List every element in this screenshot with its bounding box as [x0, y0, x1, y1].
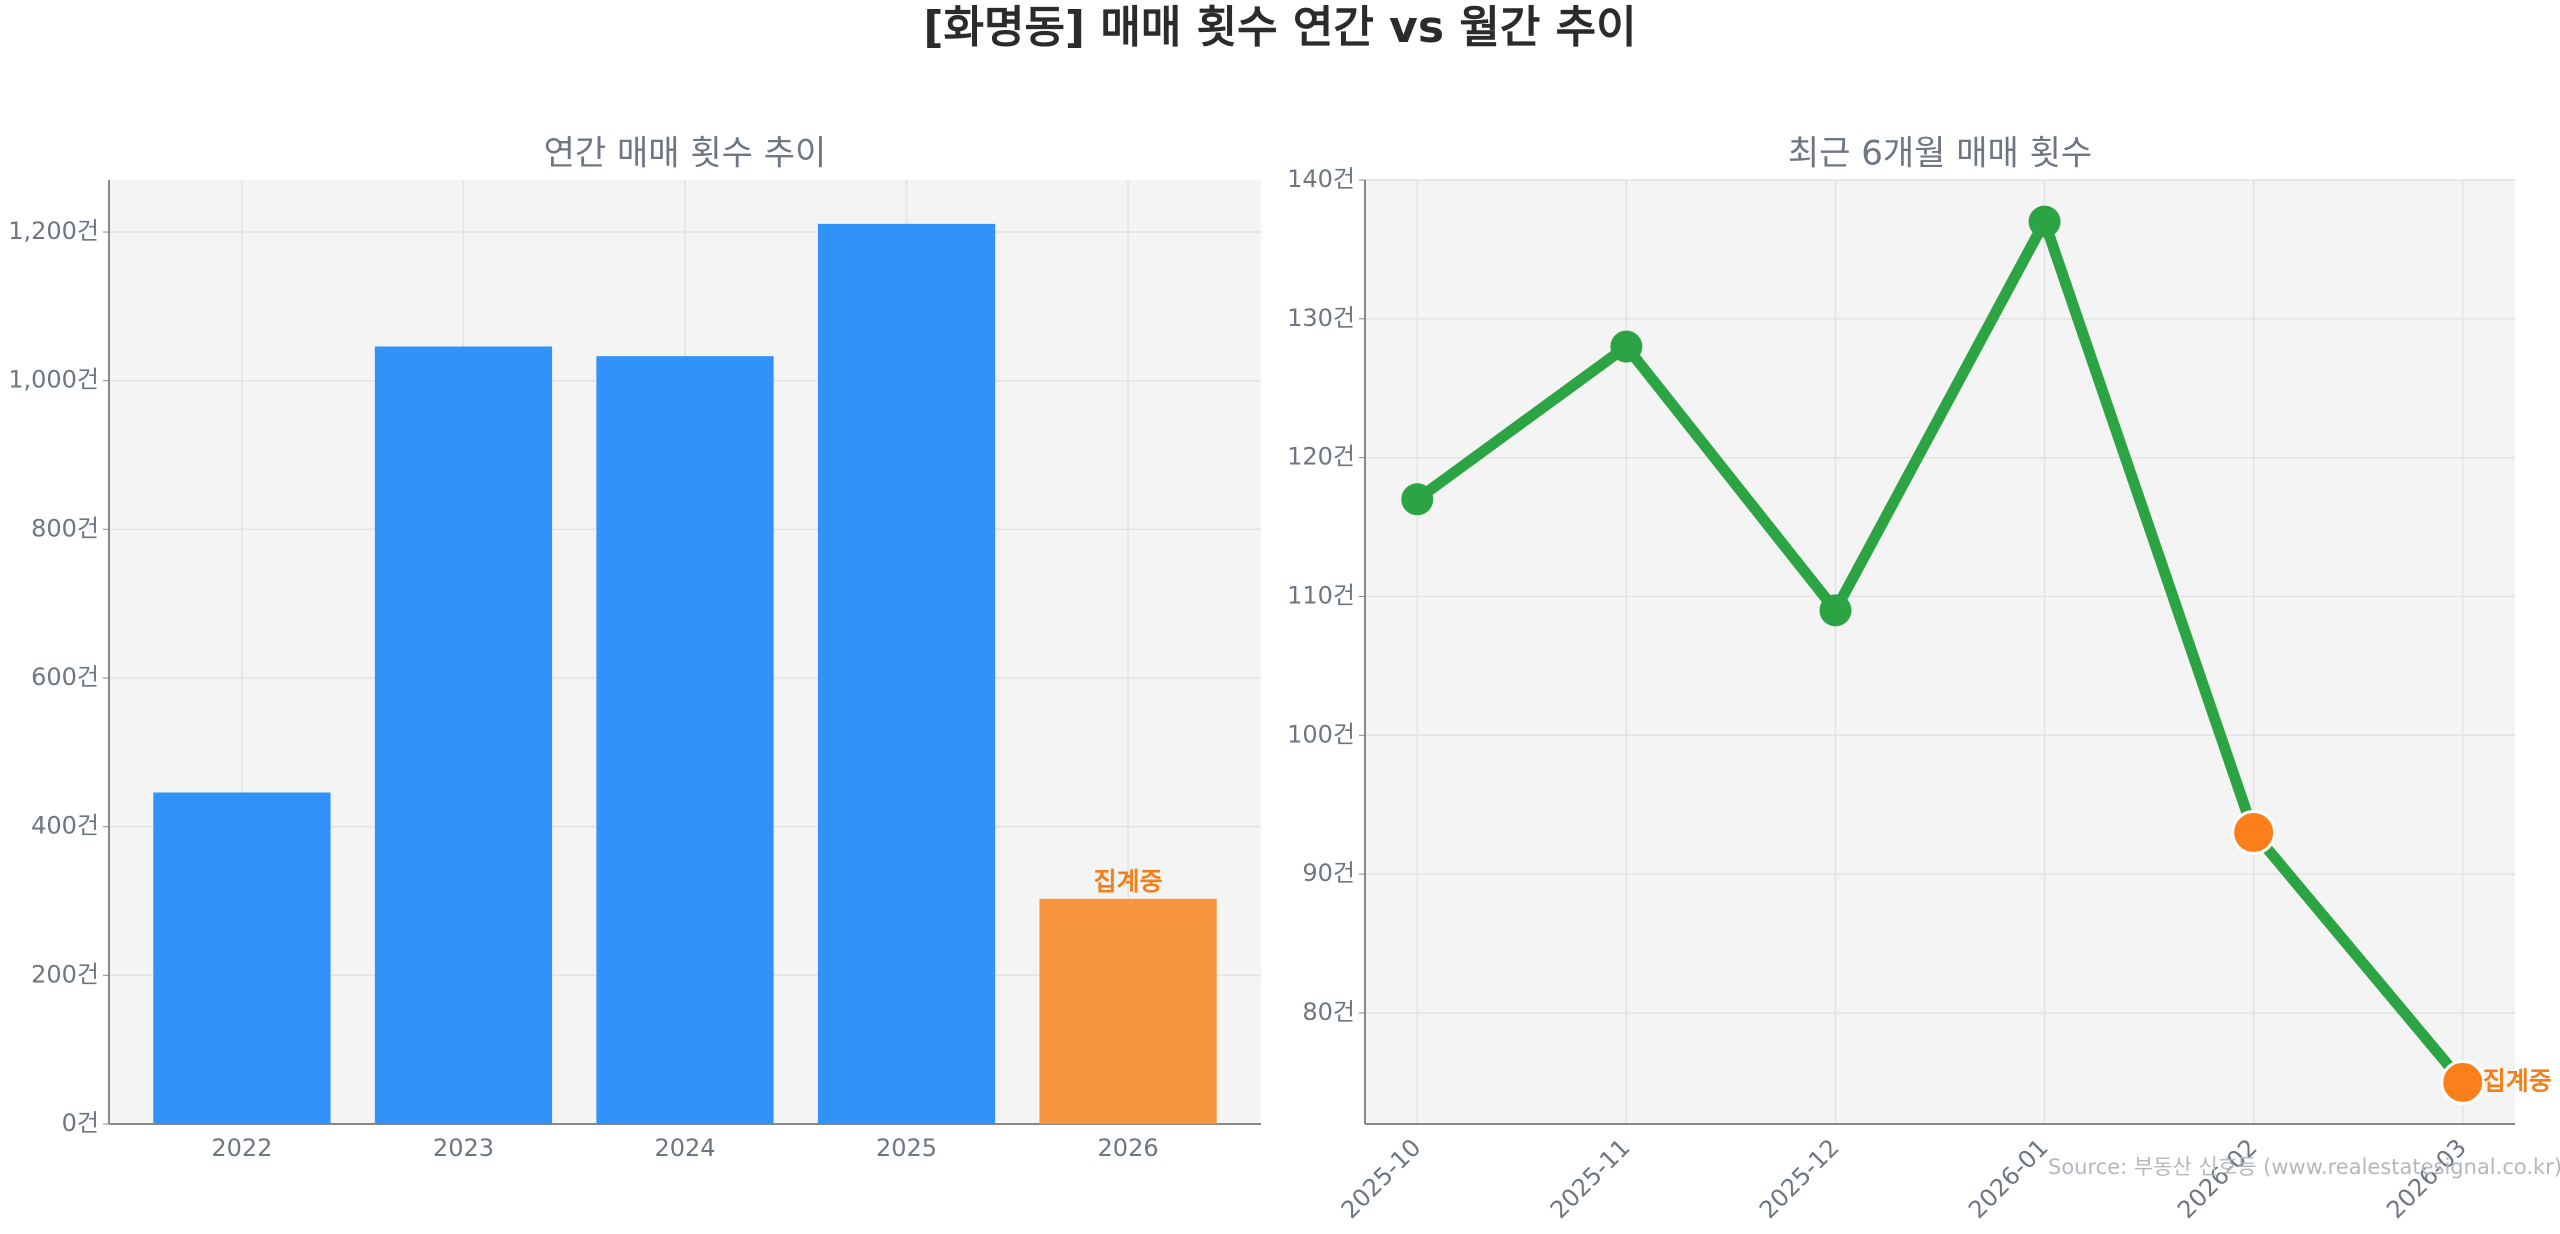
x-tick-label: 2025: [876, 1134, 937, 1162]
chart-title: 연간 매매 횟수 추이: [544, 134, 827, 174]
point: [1401, 483, 1434, 516]
point: [2231, 809, 2277, 855]
y-tick-label: 110건: [1287, 581, 1355, 609]
x-tick-label: 2024: [654, 1134, 715, 1162]
y-tick-label: 90건: [1302, 859, 1355, 887]
x-tick-label: 2025-12: [1754, 1133, 1845, 1224]
source-note: Source: 부동산 신호등 (www.realestatesignal.co…: [2048, 1155, 2560, 1179]
bar: [153, 792, 331, 1124]
y-tick-label: 120건: [1287, 443, 1355, 471]
point: [2028, 205, 2061, 238]
point: [1610, 330, 1643, 363]
point: [1819, 594, 1852, 627]
y-tick-label: 600건: [31, 663, 99, 691]
y-tick-label: 200건: [31, 960, 99, 988]
x-tick-label: 2023: [433, 1134, 494, 1162]
y-tick-label: 1,200건: [8, 217, 99, 245]
bar: [1039, 898, 1217, 1124]
y-tick-label: 0건: [62, 1109, 99, 1137]
bar: [596, 356, 774, 1124]
y-tick-label: 100건: [1287, 720, 1355, 748]
bar: [817, 223, 996, 1125]
y-tick-label: 400건: [31, 812, 99, 840]
x-tick-label: 2026-01: [1963, 1133, 2054, 1224]
line: [1414, 216, 2467, 1086]
x-tick-label: 2026: [1098, 1134, 1159, 1162]
annotation: 집계중: [1094, 867, 1163, 896]
x-tick-label: 2022: [211, 1134, 272, 1162]
bar: [374, 346, 553, 1124]
y-tick-label: 800건: [31, 514, 99, 542]
y-tick-label: 80건: [1302, 998, 1355, 1026]
y-tick-label: 1,000건: [8, 366, 99, 394]
point: [2440, 1059, 2486, 1105]
figure-title: [화명동] 매매 횟수 연간 vs 월간 추이: [923, 2, 1636, 53]
x-tick-label: 2025-10: [1336, 1133, 1427, 1224]
y-tick-label: 140건: [1287, 165, 1355, 193]
y-tick-label: 130건: [1287, 304, 1355, 332]
annotation: 집계중: [2483, 1066, 2552, 1095]
plot-area: [1365, 180, 2515, 1124]
chart-title: 최근 6개월 매매 횟수: [1788, 134, 2092, 174]
x-tick-label: 2025-11: [1545, 1133, 1636, 1224]
